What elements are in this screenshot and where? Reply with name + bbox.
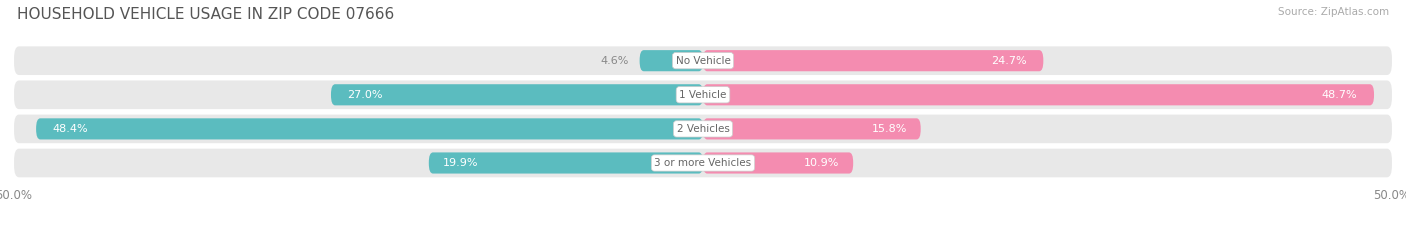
Text: 48.4%: 48.4% bbox=[52, 124, 89, 134]
Text: No Vehicle: No Vehicle bbox=[675, 56, 731, 66]
FancyBboxPatch shape bbox=[14, 46, 1392, 75]
FancyBboxPatch shape bbox=[703, 118, 921, 140]
Text: 1 Vehicle: 1 Vehicle bbox=[679, 90, 727, 100]
FancyBboxPatch shape bbox=[703, 84, 1374, 105]
Text: 2 Vehicles: 2 Vehicles bbox=[676, 124, 730, 134]
Text: 4.6%: 4.6% bbox=[600, 56, 628, 66]
FancyBboxPatch shape bbox=[14, 80, 1392, 109]
FancyBboxPatch shape bbox=[37, 118, 703, 140]
Text: HOUSEHOLD VEHICLE USAGE IN ZIP CODE 07666: HOUSEHOLD VEHICLE USAGE IN ZIP CODE 0766… bbox=[17, 7, 394, 22]
FancyBboxPatch shape bbox=[703, 152, 853, 174]
Text: 10.9%: 10.9% bbox=[804, 158, 839, 168]
Text: 19.9%: 19.9% bbox=[443, 158, 478, 168]
FancyBboxPatch shape bbox=[14, 115, 1392, 143]
Text: 24.7%: 24.7% bbox=[991, 56, 1026, 66]
Text: 3 or more Vehicles: 3 or more Vehicles bbox=[654, 158, 752, 168]
Text: 27.0%: 27.0% bbox=[347, 90, 382, 100]
FancyBboxPatch shape bbox=[703, 50, 1043, 71]
FancyBboxPatch shape bbox=[640, 50, 703, 71]
Text: Source: ZipAtlas.com: Source: ZipAtlas.com bbox=[1278, 7, 1389, 17]
FancyBboxPatch shape bbox=[14, 149, 1392, 177]
FancyBboxPatch shape bbox=[429, 152, 703, 174]
Text: 15.8%: 15.8% bbox=[872, 124, 907, 134]
FancyBboxPatch shape bbox=[330, 84, 703, 105]
Text: 48.7%: 48.7% bbox=[1322, 90, 1358, 100]
